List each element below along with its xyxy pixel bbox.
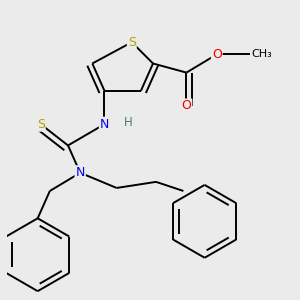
- Text: S: S: [128, 36, 136, 49]
- Text: O: O: [182, 100, 191, 112]
- Text: N: N: [100, 118, 109, 131]
- Text: H: H: [124, 116, 133, 129]
- Text: CH₃: CH₃: [252, 50, 272, 59]
- Text: O: O: [212, 48, 222, 61]
- Text: N: N: [76, 166, 85, 179]
- Text: S: S: [37, 118, 45, 131]
